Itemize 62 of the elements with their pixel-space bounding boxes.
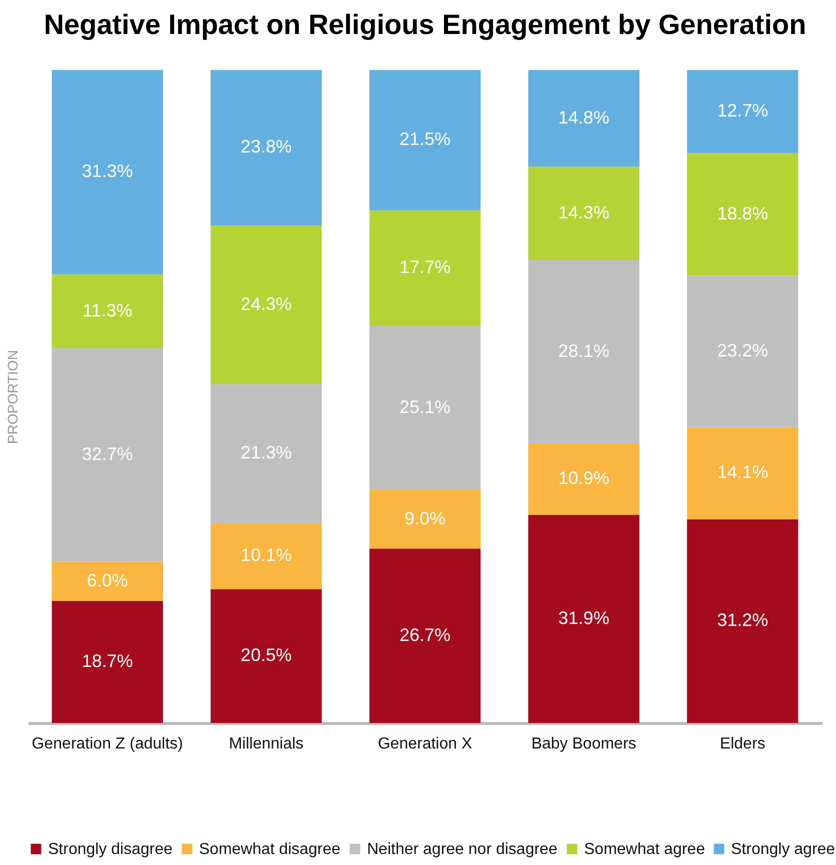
legend-label: Neither agree nor disagree (367, 841, 558, 858)
data-label: 20.5% (240, 645, 292, 666)
x-tick-label: Elders (720, 736, 766, 752)
bar (52, 274, 163, 348)
bar (52, 70, 163, 274)
bar (528, 166, 640, 260)
bar (52, 600, 163, 723)
bar (528, 70, 640, 167)
bar (52, 562, 163, 601)
data-label: 18.8% (717, 203, 768, 224)
data-label: 10.9% (558, 468, 610, 488)
data-label: 31.9% (558, 608, 610, 628)
bar (210, 589, 322, 723)
bar (210, 70, 322, 226)
bar (210, 523, 322, 590)
legend-label: Somewhat agree (584, 841, 706, 858)
data-label: 14.1% (717, 462, 768, 482)
x-tick-label: Generation X (378, 736, 472, 752)
x-tick-label: Millennials (228, 736, 304, 752)
bar (528, 260, 640, 444)
data-label: 18.7% (82, 650, 133, 671)
bar (687, 152, 798, 276)
data-label: 31.2% (717, 610, 768, 630)
data-label: 21.5% (399, 129, 451, 150)
bar (369, 548, 481, 723)
x-tick-label: Baby Boomers (531, 736, 636, 752)
bar (369, 210, 481, 326)
legend-label: Somewhat disagree (199, 841, 341, 858)
bar (210, 225, 322, 384)
data-label: 23.2% (717, 340, 768, 360)
data-label: 14.3% (558, 202, 610, 222)
bar (369, 326, 481, 490)
bar (687, 519, 798, 723)
x-tick-label: Generation Z (adults) (32, 736, 183, 752)
data-label: 23.8% (240, 136, 292, 157)
bar (52, 348, 163, 562)
data-label: 26.7% (399, 624, 451, 645)
legend-label: Strongly agree (731, 841, 836, 858)
data-label: 6.0% (86, 570, 128, 590)
data-label: 28.1% (558, 340, 610, 361)
data-label: 25.1% (399, 396, 451, 417)
data-label: 24.3% (240, 294, 292, 314)
bar (687, 427, 798, 520)
data-label: 17.7% (399, 257, 451, 278)
bar (369, 490, 481, 549)
y-axis-title: PROPORTION (4, 350, 20, 444)
data-label: 32.7% (82, 444, 133, 464)
bar (528, 514, 640, 723)
bar (528, 444, 640, 515)
data-label: 14.8% (558, 107, 610, 128)
bar (210, 384, 322, 524)
bar (687, 70, 798, 153)
legend-label: Strongly disagree (48, 841, 173, 858)
data-label: 21.3% (240, 442, 292, 463)
data-label: 10.1% (240, 545, 292, 566)
data-label: 9.0% (404, 508, 446, 528)
data-label: 31.3% (82, 161, 133, 182)
data-label: 12.7% (717, 100, 768, 120)
bar (369, 70, 481, 210)
bar (687, 276, 798, 428)
data-label: 11.3% (82, 300, 132, 320)
chart-title: Negative Impact on Religious Engagement by Generation (44, 9, 806, 40)
